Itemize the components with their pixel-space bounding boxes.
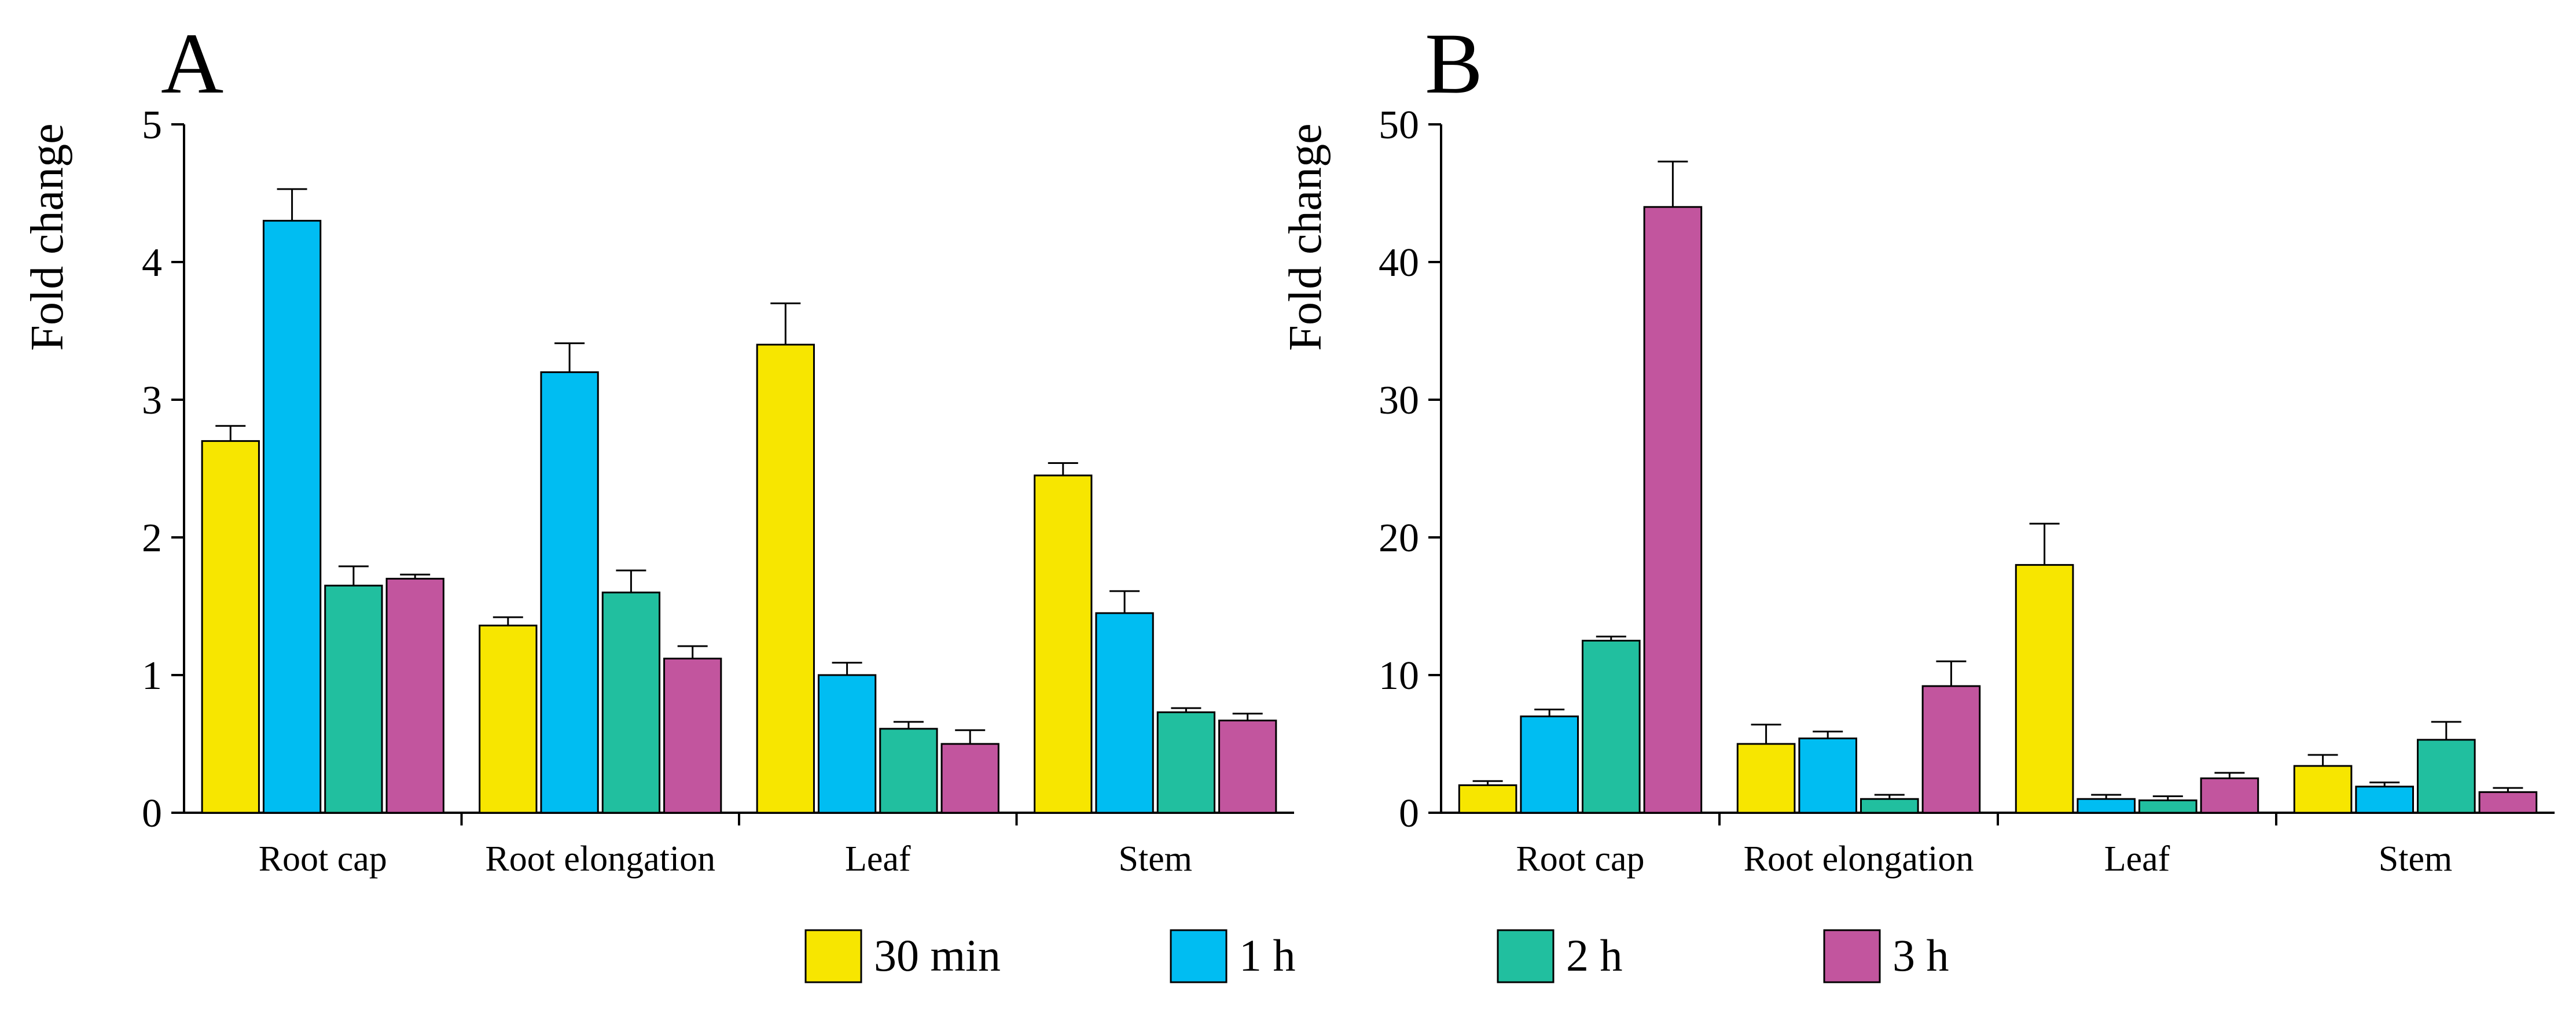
legend-label: 2 h: [1566, 930, 1623, 980]
bar: [1218, 720, 1277, 814]
y-tick-label: 2: [142, 516, 162, 561]
y-tick-label: 1: [142, 654, 162, 698]
panel-a: A Fold change 0 1 2 3 4 5 Root cap Root elongatio…: [22, 16, 1294, 879]
y-tick-label: 50: [1379, 103, 1419, 148]
bar: [1458, 784, 1517, 814]
legend-label: 1 h: [1239, 930, 1296, 980]
bar: [1643, 206, 1703, 814]
bar: [385, 577, 444, 814]
x-category-label: Stem: [2379, 839, 2452, 879]
x-category-label: Leaf: [2104, 839, 2170, 879]
bar: [1520, 715, 1579, 814]
y-tick-label: 10: [1379, 654, 1419, 698]
legend-item: 3 h: [1823, 929, 1949, 983]
bar: [1798, 737, 1858, 814]
x-category-label: Root elongation: [1744, 839, 1974, 879]
bar: [2478, 791, 2538, 814]
y-tick-label: 4: [142, 241, 162, 285]
bar: [1095, 612, 1154, 814]
legend-item: 2 h: [1497, 929, 1623, 983]
bar: [2355, 786, 2415, 814]
bar: [663, 657, 722, 814]
bar: [940, 743, 999, 814]
legend-swatch: [1497, 929, 1555, 983]
bar: [1921, 685, 1981, 814]
y-axis-label: Fold change: [1280, 123, 1331, 351]
y-tick-label: 30: [1379, 378, 1419, 423]
bar: [540, 371, 599, 814]
panel-label: B: [1425, 16, 1483, 112]
bar: [479, 624, 538, 814]
y-tick-label: 20: [1379, 516, 1419, 561]
bar: [324, 584, 383, 814]
legend-swatch: [804, 929, 862, 983]
y-tick-label: 0: [142, 791, 162, 836]
bar: [2293, 765, 2353, 814]
x-category-label: Root elongation: [485, 839, 715, 879]
bar: [1736, 743, 1796, 814]
x-category-label: Leaf: [845, 839, 911, 879]
bar: [2138, 799, 2197, 814]
bar: [601, 591, 661, 814]
legend-label: 30 min: [874, 930, 1001, 980]
panel-label: A: [161, 16, 223, 112]
legend: 30 min 1 h 2 h 3 h: [804, 929, 1949, 983]
bar: [1034, 474, 1093, 814]
y-tick-label: 40: [1379, 241, 1419, 285]
bar: [2077, 798, 2136, 814]
x-category-label: Stem: [1119, 839, 1192, 879]
bar: [262, 220, 322, 814]
bar: [1156, 711, 1216, 814]
y-tick-label: 0: [1399, 791, 1419, 836]
bar: [756, 344, 815, 814]
legend-swatch: [1823, 929, 1881, 983]
y-axis-label: Fold change: [22, 123, 73, 351]
legend-item: 1 h: [1170, 929, 1296, 983]
bar: [1582, 640, 1641, 814]
y-tick-label: 5: [142, 103, 162, 148]
legend-label: 3 h: [1893, 930, 1949, 980]
bar: [817, 674, 877, 814]
y-tick-label: 3: [142, 378, 162, 423]
legend-swatch: [1170, 929, 1228, 983]
bar: [2015, 564, 2074, 814]
bar: [2417, 739, 2476, 814]
bar: [201, 440, 260, 814]
x-category-label: Root cap: [259, 839, 387, 879]
bar: [2200, 777, 2259, 814]
x-category-label: Root cap: [1516, 839, 1644, 879]
legend-item: 30 min: [804, 929, 1001, 983]
panel-b: B Fold change 0 10 20 30 40 50 Root cap Root elon…: [1280, 16, 2555, 879]
bar: [879, 728, 938, 814]
bar: [1860, 798, 1919, 814]
